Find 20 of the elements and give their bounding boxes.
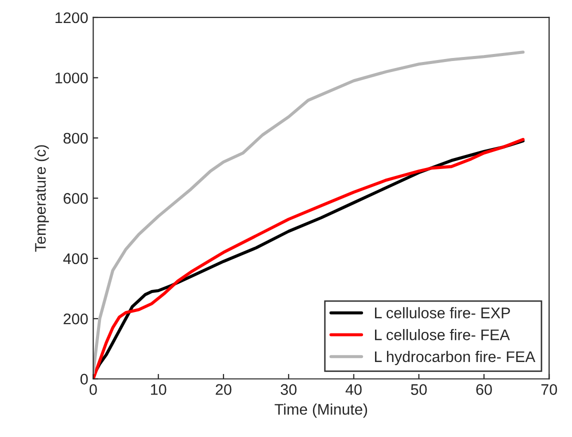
legend-label: L hydrocarbon fire- FEA: [375, 350, 536, 366]
y-tick-label: 1200: [56, 12, 88, 24]
y-axis-title: Temperature (c): [34, 145, 49, 252]
x-tick-label: 10: [151, 384, 166, 395]
x-tick-label: 30: [280, 384, 297, 395]
y-tick-label: 400: [63, 253, 88, 264]
y-tick-label: 600: [64, 193, 88, 204]
x-axis-title: Time (Minute): [274, 404, 368, 418]
legend-label: L cellulose fire- FEA: [375, 329, 510, 340]
x-tick-label: 70: [541, 384, 558, 395]
x-tick-label: 0: [90, 384, 97, 395]
x-tick-label: 60: [476, 384, 492, 395]
x-tick-label: 50: [410, 384, 427, 395]
x-tick-label: 20: [216, 384, 232, 395]
legend-label: L cellulose fire- EXP: [375, 307, 510, 318]
y-tick-label: 200: [64, 314, 88, 324]
y-tick-label: 1000: [56, 72, 88, 84]
y-tick-label: 0: [80, 374, 88, 385]
x-tick-label: 40: [346, 384, 362, 395]
y-tick-label: 800: [64, 132, 88, 144]
